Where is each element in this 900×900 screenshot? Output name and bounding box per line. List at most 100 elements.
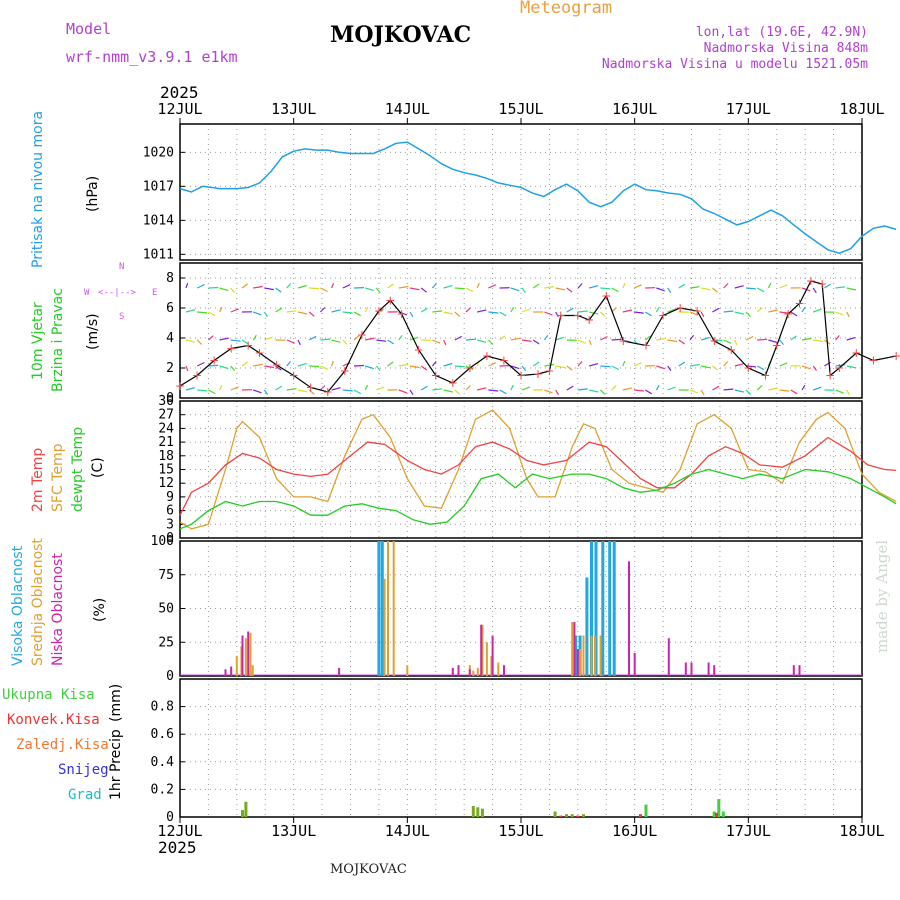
wind-arrow <box>499 335 506 341</box>
wind-arrow <box>219 384 223 391</box>
cloud-bar <box>481 624 484 676</box>
wind-speed-marker: + <box>533 367 543 381</box>
wind-arrow <box>812 308 822 313</box>
wind-speed-marker: + <box>175 379 185 393</box>
cloud-bar <box>608 541 612 676</box>
wind-arrow <box>801 306 806 313</box>
wind-arrow <box>465 287 474 293</box>
precip-bar <box>582 814 585 817</box>
cloud-bar <box>338 667 341 676</box>
cloud-bar <box>241 635 244 676</box>
cloud-bar <box>684 662 687 676</box>
x-tick-label-bottom: 17JUL <box>726 822 771 840</box>
wind-arrow <box>264 365 274 369</box>
wind-arrow <box>779 311 790 314</box>
wind-arrow <box>723 283 729 289</box>
cloud-bar <box>599 635 602 676</box>
wind-arrow <box>252 311 262 316</box>
wind-arrow <box>667 287 672 294</box>
wind-arrow <box>633 362 642 367</box>
wind-arrow <box>286 388 297 391</box>
wind-speed-marker: + <box>385 294 395 308</box>
wind-speed-marker: + <box>414 343 424 357</box>
precip-bar <box>476 807 480 817</box>
wind-arrow <box>376 386 385 391</box>
cloud-bar <box>490 655 493 677</box>
wind-arrow <box>577 361 583 367</box>
wind-arrow <box>790 335 797 341</box>
wind-arrow <box>185 339 196 343</box>
wind-arrow <box>230 339 241 342</box>
wind-arrow <box>319 307 326 313</box>
wind-arrow <box>723 339 732 344</box>
wind-arrow <box>219 306 223 313</box>
compass-north: N <box>119 262 125 272</box>
cloud-bar <box>576 649 579 676</box>
wind-arrow <box>208 286 219 289</box>
wind-arrow <box>331 309 341 313</box>
cloud-bar <box>601 541 605 676</box>
wind-arrow <box>253 285 263 289</box>
x-tick-label-bottom: 13JUL <box>271 822 316 840</box>
y-tick-label: 50 <box>158 602 174 617</box>
precip-bar <box>565 814 568 817</box>
cloud-bar <box>457 665 460 676</box>
wind-arrow <box>723 388 734 391</box>
y-tick-label: 0.4 <box>151 755 175 770</box>
wind-speed-marker: + <box>306 381 316 395</box>
model-altitude-text: Nadmorska Visina u modelu 1521.05m <box>601 57 868 72</box>
cloud-bar <box>480 624 483 676</box>
sfc-temp-line <box>179 409 897 530</box>
cloud-bar <box>387 541 389 676</box>
wind-speed-marker: + <box>891 349 900 363</box>
wind-arrow <box>319 385 326 391</box>
wind-speed-marker: + <box>544 364 554 378</box>
wind-arrow <box>309 287 320 290</box>
model-name: wrf-nmm_v3.9.1 e1km <box>66 48 238 66</box>
x-tick-label-bottom: 15JUL <box>498 822 543 840</box>
wind-arrow <box>320 287 328 293</box>
wind-arrow <box>745 287 756 290</box>
wind-arrow <box>723 310 734 313</box>
x-tick-label-bottom: 12JUL <box>157 822 202 840</box>
cloud-bar <box>582 635 585 676</box>
wind-arrow <box>544 363 555 367</box>
wind-arrow <box>365 365 374 370</box>
cloud-bar <box>249 632 252 676</box>
cloud-bar <box>590 541 593 676</box>
compass-east: E <box>152 288 158 298</box>
cloud-bar <box>497 662 500 676</box>
wind-arrow <box>667 308 676 313</box>
y-tick-label: 0 <box>166 391 174 406</box>
wind-arrow <box>723 361 729 367</box>
wind-arrow <box>275 385 283 391</box>
wind-speed-marker: + <box>243 339 253 353</box>
y-tick-label: 0 <box>166 810 174 825</box>
wind-arrow <box>488 362 497 367</box>
cloud-bar <box>383 578 386 676</box>
wind-arrow <box>689 334 695 341</box>
wind-arrow <box>745 365 756 368</box>
wind-arrow <box>756 365 765 371</box>
legend-zaledj: Zaledj.Kisa <box>16 737 109 753</box>
y-tick-label: 0 <box>166 531 174 546</box>
wind-arrow <box>600 335 608 341</box>
wind-speed-marker: + <box>825 369 835 383</box>
wind-speed-marker: + <box>209 354 219 368</box>
y-tick-label: 1020 <box>143 145 174 160</box>
legend-ukupna: Ukupna Kisa <box>2 687 95 703</box>
pressure-line <box>179 141 897 254</box>
precip-bar <box>553 811 557 817</box>
coords-text: lon,lat (19.6E, 42.9N) <box>695 25 868 40</box>
compass-west: W <box>84 288 90 298</box>
cloud-bar <box>235 655 238 677</box>
wind-speed-marker: + <box>618 334 628 348</box>
wind-arrow <box>544 286 555 289</box>
wind-arrow <box>756 385 763 391</box>
wind-arrow <box>656 337 666 341</box>
cloud-bar <box>579 649 582 676</box>
cloud-bar <box>230 666 233 676</box>
cloud-bar <box>451 667 454 676</box>
wind-arrow <box>599 311 606 317</box>
x-tick-label-top: 17JUL <box>726 100 771 118</box>
